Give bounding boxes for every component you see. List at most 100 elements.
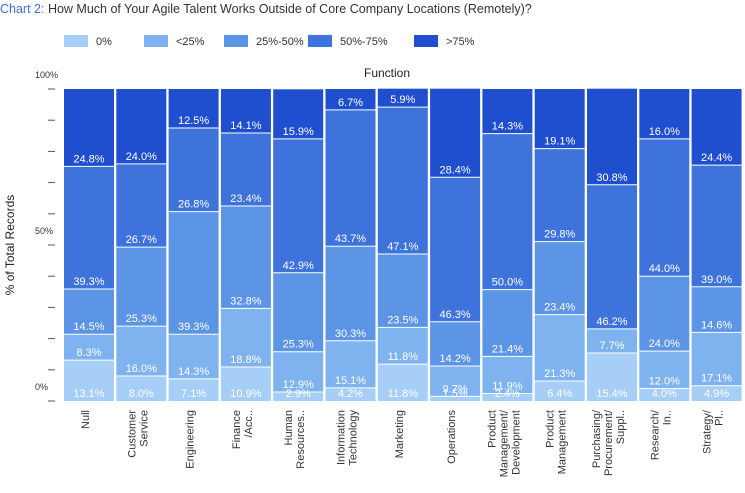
data-label: 43.7% — [335, 233, 366, 245]
data-label: 14.3% — [492, 121, 523, 133]
data-label: 10.9% — [230, 388, 261, 400]
bar-segment — [64, 360, 114, 401]
data-label: 42.9% — [283, 260, 314, 272]
bar-segment — [482, 393, 533, 401]
category-label: Customer — [126, 410, 138, 458]
data-label: 2.4% — [495, 388, 520, 400]
data-label: 11.8% — [388, 388, 419, 400]
data-label: 18.8% — [230, 354, 261, 366]
bar-segment — [325, 387, 376, 401]
bar-segment — [273, 272, 324, 352]
data-label: 24.0% — [126, 151, 157, 163]
category-label: Engineering — [185, 410, 197, 469]
data-label: 11.8% — [388, 351, 419, 363]
bar-segment — [639, 351, 690, 389]
data-label: 23.4% — [230, 193, 261, 205]
bar-segment — [116, 376, 167, 401]
bar-segment — [430, 88, 481, 178]
category-label: Development — [510, 410, 522, 475]
bar-segment — [587, 88, 637, 185]
category-label: Management/ — [498, 409, 510, 477]
bar-segment — [639, 138, 690, 277]
data-label: 46.3% — [439, 309, 470, 321]
data-label: 14.6% — [701, 319, 732, 331]
bar-segment — [220, 308, 271, 367]
bar-segment — [168, 128, 219, 212]
data-label: 21.3% — [544, 368, 575, 380]
column-header: Function — [364, 66, 410, 80]
bar-segment — [534, 241, 585, 315]
data-label: 12.9% — [283, 379, 314, 391]
data-label: 30.8% — [596, 172, 627, 184]
bar-segment — [587, 352, 637, 401]
bar-segment — [64, 288, 114, 335]
category-label: Null — [80, 410, 92, 429]
bar-segment — [430, 396, 481, 401]
data-label: 12.0% — [649, 376, 680, 388]
data-label: 25.3% — [283, 339, 314, 351]
legend-swatch-2 — [224, 35, 248, 47]
bar-segment — [325, 109, 376, 247]
data-label: 28.4% — [439, 164, 470, 176]
bar-segment — [377, 327, 428, 365]
bar-segment — [325, 246, 376, 341]
category-label: Management — [557, 410, 569, 474]
bar-segment — [273, 138, 324, 273]
legend-swatch-1 — [144, 35, 168, 47]
category-label: Pl.. — [714, 410, 726, 426]
data-label: 4.2% — [338, 388, 363, 400]
data-label: 5.9% — [390, 94, 415, 106]
bar-segment — [325, 340, 376, 388]
bar-segment — [482, 356, 533, 394]
data-label: 29.8% — [544, 229, 575, 241]
chart-number: Chart 2: — [0, 2, 45, 16]
category-label: Procurement/ — [603, 409, 615, 476]
bar-segment — [220, 366, 271, 401]
category-label: Purchasing/ — [591, 409, 603, 468]
bar-segment — [691, 165, 742, 287]
category-label: Technology — [348, 410, 360, 466]
bar-segment — [273, 351, 324, 392]
data-label: 23.5% — [387, 314, 418, 326]
bar-segment — [168, 334, 219, 379]
bar-segment — [534, 148, 585, 242]
data-label: 26.7% — [126, 234, 157, 246]
bar-segment — [273, 89, 324, 139]
data-label: 47.1% — [387, 241, 418, 253]
bar-segment — [691, 385, 742, 401]
bar-segment — [534, 89, 585, 149]
data-label: 23.4% — [544, 302, 575, 314]
bar-segment — [482, 289, 533, 357]
legend-swatch-0 — [64, 35, 88, 47]
category-label: Human — [283, 410, 295, 445]
bar-segment — [116, 89, 167, 164]
bar-segment — [430, 321, 481, 367]
data-label: 16.0% — [649, 126, 680, 138]
data-label: 44.0% — [649, 263, 680, 275]
data-label: 24.0% — [649, 338, 680, 350]
legend-label-3: 50%-75% — [340, 36, 388, 48]
category-label: Suppl.. — [615, 410, 627, 444]
data-label: 15.1% — [335, 375, 366, 387]
bar-segment — [64, 334, 114, 361]
y-tick-label: 100% — [35, 70, 58, 80]
bar-segment — [691, 332, 742, 386]
data-label: 1.5% — [443, 388, 468, 400]
bar-segment — [168, 378, 219, 401]
bar-segment — [220, 206, 271, 309]
bar-segment — [691, 89, 742, 166]
legend-label-4: >75% — [446, 36, 475, 48]
bar-segment — [639, 276, 690, 352]
data-label: 24.4% — [701, 152, 732, 164]
bar-segment — [639, 89, 690, 139]
category-label: Finance — [231, 410, 243, 449]
data-label: 11.9% — [492, 381, 523, 393]
category-label: Information — [336, 410, 348, 465]
data-label: 25.3% — [126, 313, 157, 325]
bar-segment — [534, 381, 585, 401]
data-label: 14.2% — [439, 353, 470, 365]
chart-title: Chart 2: How Much of Your Agile Talent W… — [0, 2, 532, 16]
data-label: 46.2% — [596, 316, 627, 328]
data-label: 15.9% — [283, 126, 314, 138]
data-label: 6.7% — [338, 97, 363, 109]
